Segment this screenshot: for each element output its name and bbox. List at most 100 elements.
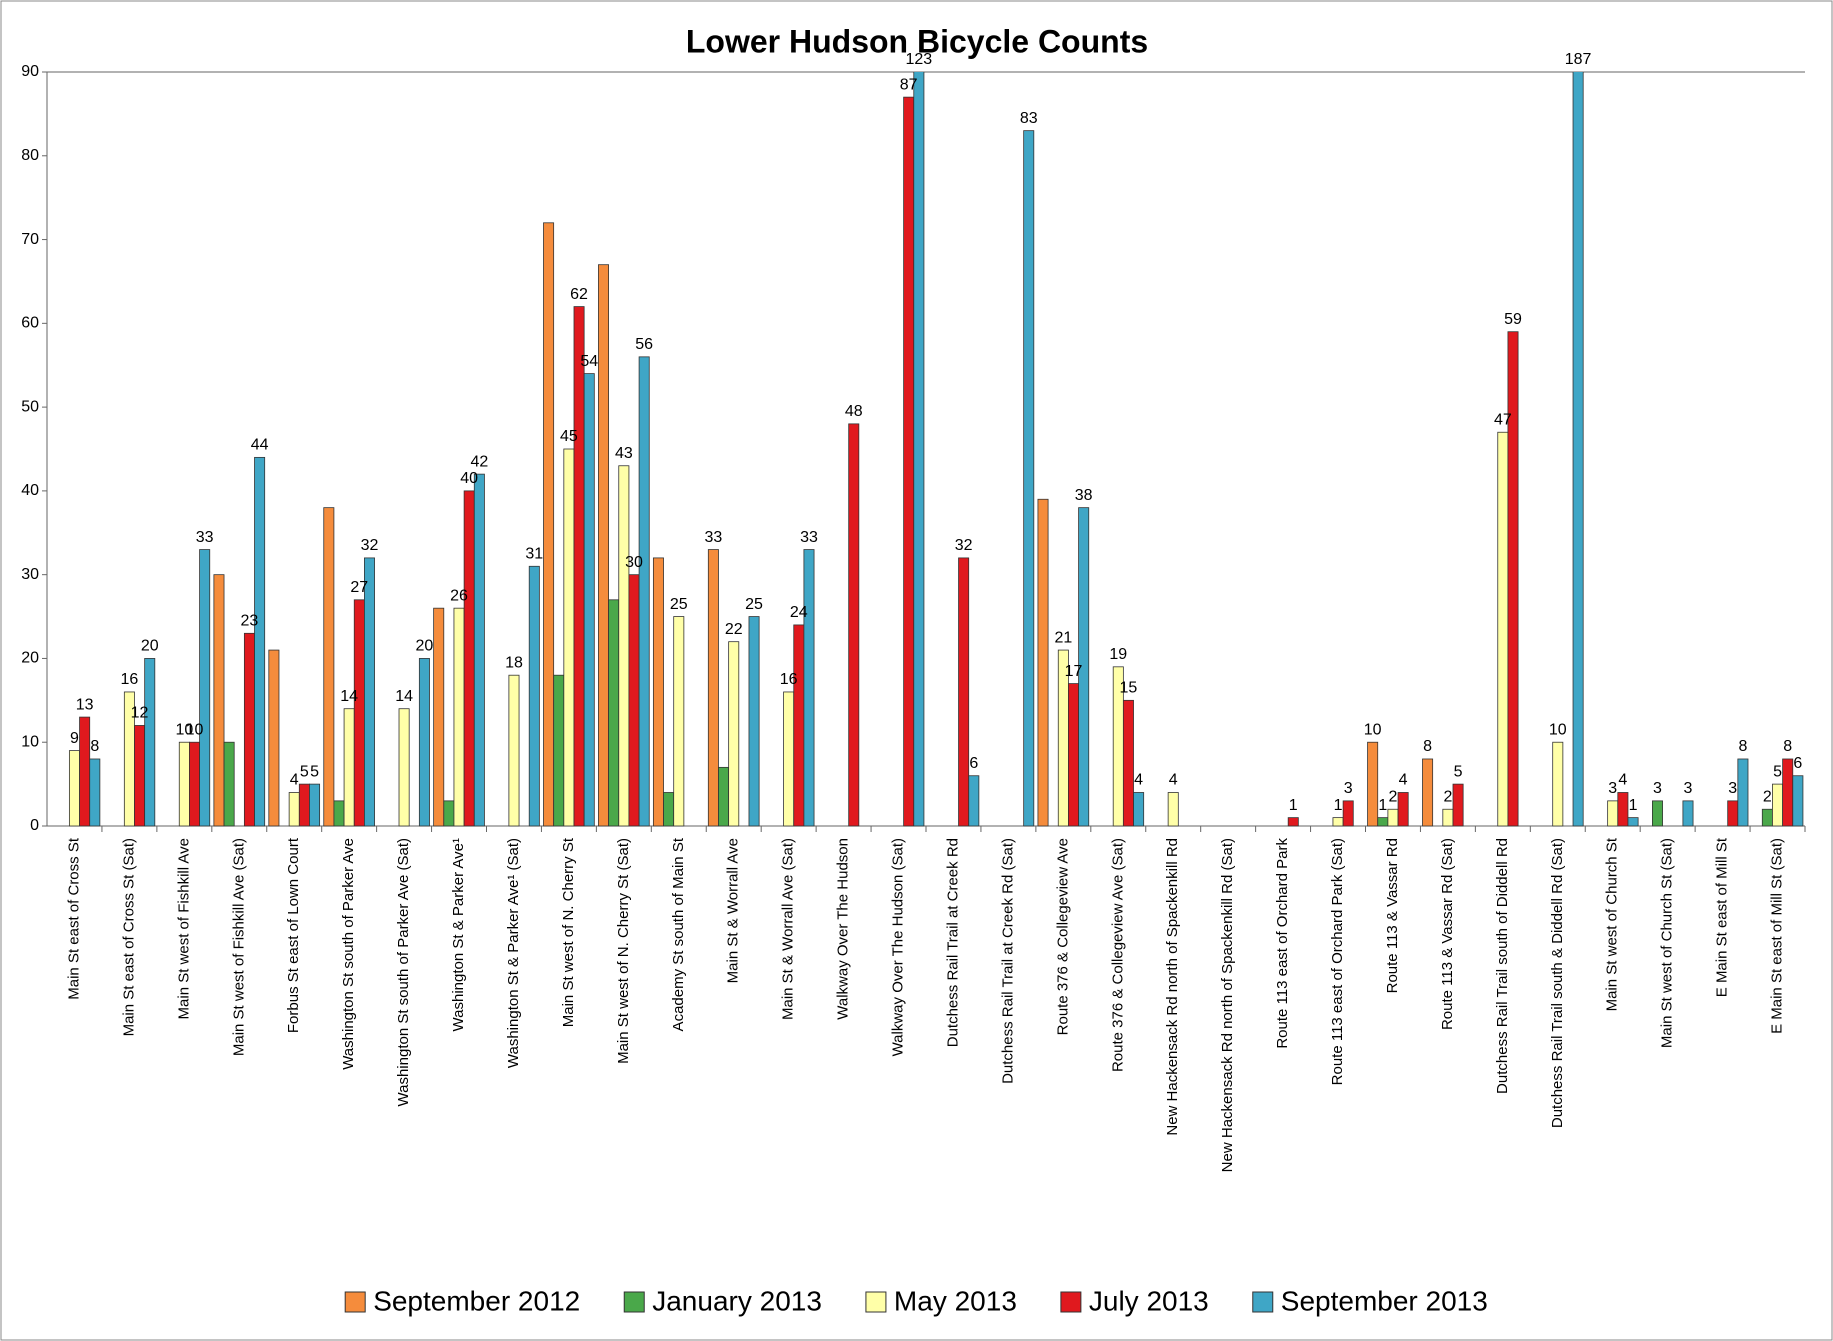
- bar: [199, 549, 211, 827]
- bar: [1387, 808, 1399, 827]
- x-tick-label: Main St west of Church St: [1604, 837, 1621, 1011]
- data-label: 1: [1334, 797, 1343, 814]
- data-label: 25: [745, 596, 763, 613]
- x-tick-label: Main St west of N. Cherry St (Sat): [615, 838, 632, 1064]
- bar: [364, 557, 375, 827]
- bar: [1023, 130, 1035, 827]
- bar: [1133, 792, 1145, 827]
- legend-label: May 2013: [894, 1285, 1017, 1316]
- legend-label: July 2013: [1089, 1285, 1209, 1316]
- bar: [652, 557, 664, 827]
- bar: [848, 423, 860, 827]
- data-label: 42: [470, 453, 488, 470]
- x-tick-label: Route 113 east of Orchard Park: [1274, 838, 1291, 1049]
- bar: [268, 649, 280, 827]
- data-label: 16: [780, 671, 798, 688]
- data-label: 5: [1454, 763, 1463, 780]
- bar: [1627, 817, 1639, 827]
- bar: [1167, 792, 1179, 827]
- x-tick-label: E Main St east of Mill St (Sat): [1769, 838, 1786, 1034]
- bar: [968, 775, 980, 827]
- bar: [79, 716, 91, 827]
- data-label: 9: [70, 730, 79, 747]
- bar: [1792, 775, 1804, 827]
- bar: [1782, 758, 1794, 827]
- bar: [1737, 758, 1749, 827]
- bar: [1772, 783, 1784, 827]
- legend-label: September 2013: [1281, 1285, 1488, 1316]
- bar: [398, 708, 410, 827]
- x-tick-label: E Main St east of Mill St: [1714, 837, 1731, 997]
- data-label: 47: [1494, 411, 1512, 428]
- data-label: 2: [1763, 788, 1772, 805]
- data-label: 14: [395, 688, 413, 705]
- data-label: 56: [635, 336, 653, 353]
- data-label: 4: [1134, 772, 1143, 789]
- bar: [1367, 741, 1379, 827]
- bar: [583, 373, 595, 827]
- data-label: 24: [790, 604, 808, 621]
- x-tick-label: Main St west of Fishkill Ave (Sat): [230, 838, 247, 1056]
- x-tick-label: Forbus St east of Lown Court: [285, 837, 302, 1033]
- bar: [628, 574, 640, 827]
- x-tick-label: Dutchess Rail Trail at Creek Rd (Sat): [999, 838, 1016, 1084]
- data-label: 10: [175, 721, 193, 738]
- data-label: 38: [1075, 487, 1093, 504]
- data-label: 2: [1389, 788, 1398, 805]
- legend-swatch: [1252, 1291, 1274, 1313]
- bars: [68, 72, 1804, 827]
- x-tick-label: Dutchess Rail Trail at Creek Rd: [944, 838, 961, 1047]
- data-label: 19: [1109, 646, 1127, 663]
- data-label: 22: [725, 621, 743, 638]
- bar: [913, 72, 925, 827]
- bar: [1572, 72, 1584, 827]
- data-label: 25: [670, 596, 688, 613]
- bar: [608, 599, 620, 827]
- y-tick-label: 30: [21, 566, 39, 583]
- bar: [1078, 507, 1090, 827]
- bar: [309, 783, 321, 827]
- data-label: 31: [525, 546, 543, 563]
- bar: [728, 641, 740, 827]
- bar: [298, 783, 310, 827]
- bar: [618, 465, 630, 827]
- data-label: 3: [1684, 780, 1693, 797]
- bar: [1122, 699, 1134, 827]
- chart-title: Lower Hudson Bicycle Counts: [686, 23, 1148, 59]
- bar: [418, 658, 430, 827]
- data-label: 2: [1443, 788, 1452, 805]
- bar: [718, 766, 730, 827]
- bar: [1377, 817, 1389, 827]
- y-tick-label: 40: [21, 482, 39, 499]
- data-label: 123: [906, 51, 933, 68]
- data-label: 40: [460, 470, 478, 487]
- bar: [1397, 792, 1409, 827]
- data-label: 87: [900, 76, 918, 93]
- data-label: 17: [1065, 663, 1083, 680]
- bar: [333, 800, 345, 827]
- x-tick-label: Main St & Worrall Ave: [725, 838, 742, 983]
- bar: [1761, 808, 1773, 827]
- x-tick-label: New Hackensack Rd north of Spackenkill R…: [1164, 838, 1181, 1136]
- x-tick-label: Route 113 & Vassar Rd (Sat): [1439, 838, 1456, 1030]
- data-label: 33: [704, 529, 722, 546]
- data-label: 4: [1399, 772, 1408, 789]
- bar: [1037, 498, 1049, 827]
- data-label: 1: [1378, 797, 1387, 814]
- data-label: 12: [131, 705, 149, 722]
- bar: [89, 758, 101, 827]
- data-label: 4: [290, 772, 299, 789]
- legend: September 2012 January 2013 May 2013 July 2…: [344, 1285, 1488, 1316]
- x-tick-label: Route 376 & Collegeview Ave: [1054, 838, 1071, 1035]
- data-label: 3: [1608, 780, 1617, 797]
- data-label: 187: [1565, 51, 1592, 68]
- bar: [463, 490, 475, 827]
- bar: [1552, 741, 1564, 827]
- y-tick-label: 20: [21, 650, 39, 667]
- data-label: 1: [1289, 797, 1298, 814]
- data-label: 8: [1423, 738, 1432, 755]
- bar: [1287, 817, 1299, 827]
- data-label: 3: [1728, 780, 1737, 797]
- bar: [343, 708, 355, 827]
